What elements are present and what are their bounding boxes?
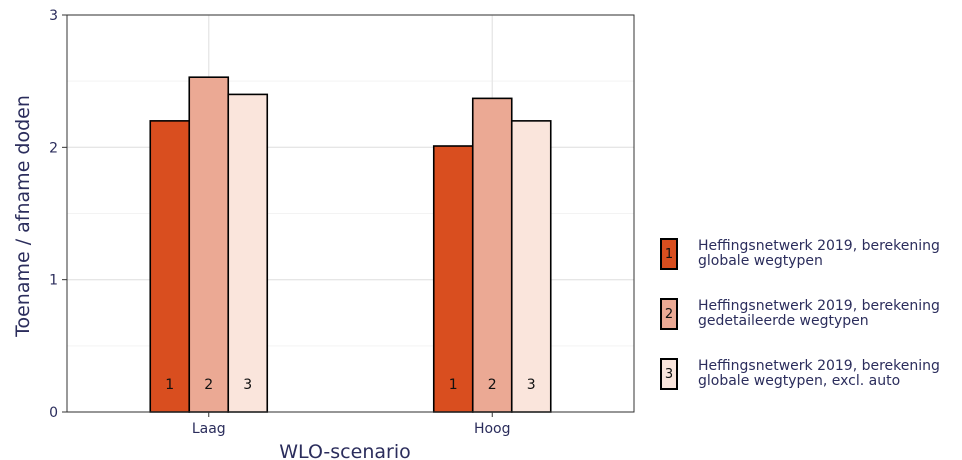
bar-label: 1 — [449, 377, 458, 393]
axes-group: 0 1 2 3 Laag Hoog — [49, 8, 635, 437]
bar — [471, 97, 513, 413]
bars-group: 1 2 3 1 2 3 — [149, 76, 552, 413]
legend-label: Heffingsnetwerk 2019, berekening globale… — [698, 238, 940, 269]
y-axis-title: Toename / afname doden — [12, 95, 34, 338]
bar-label: 1 — [165, 377, 174, 393]
y-tick-label: 3 — [49, 8, 58, 24]
plot-border — [66, 14, 635, 413]
x-tick-label: Hoog — [474, 421, 511, 437]
bar-label: 2 — [488, 377, 497, 393]
legend-key: 1 — [660, 238, 678, 270]
y-tick-label: 0 — [49, 405, 58, 421]
legend-item: 2 Heffingsnetwerk 2019, berekening gedeta… — [660, 298, 960, 330]
bar — [510, 120, 552, 413]
bar — [227, 93, 269, 413]
bar — [188, 76, 230, 413]
y-tick-label: 1 — [49, 273, 58, 289]
bar — [149, 120, 191, 413]
legend-label: Heffingsnetwerk 2019, berekening gedetai… — [698, 298, 940, 329]
bar-label: 3 — [527, 377, 536, 393]
bar-label: 2 — [204, 377, 213, 393]
legend-label: Heffingsnetwerk 2019, berekening globale… — [698, 358, 940, 389]
legend-item: 1 Heffingsnetwerk 2019, berekening global… — [660, 238, 960, 270]
x-tick-label: Laag — [192, 421, 226, 437]
legend: 1 Heffingsnetwerk 2019, berekening global… — [660, 238, 960, 418]
legend-key: 3 — [660, 358, 678, 390]
bar-label: 3 — [243, 377, 252, 393]
bar — [432, 145, 474, 413]
x-axis-title: WLO-scenario — [279, 441, 410, 460]
y-tick-label: 2 — [49, 140, 58, 156]
legend-key: 2 — [660, 298, 678, 330]
legend-item: 3 Heffingsnetwerk 2019, berekening global… — [660, 358, 960, 390]
